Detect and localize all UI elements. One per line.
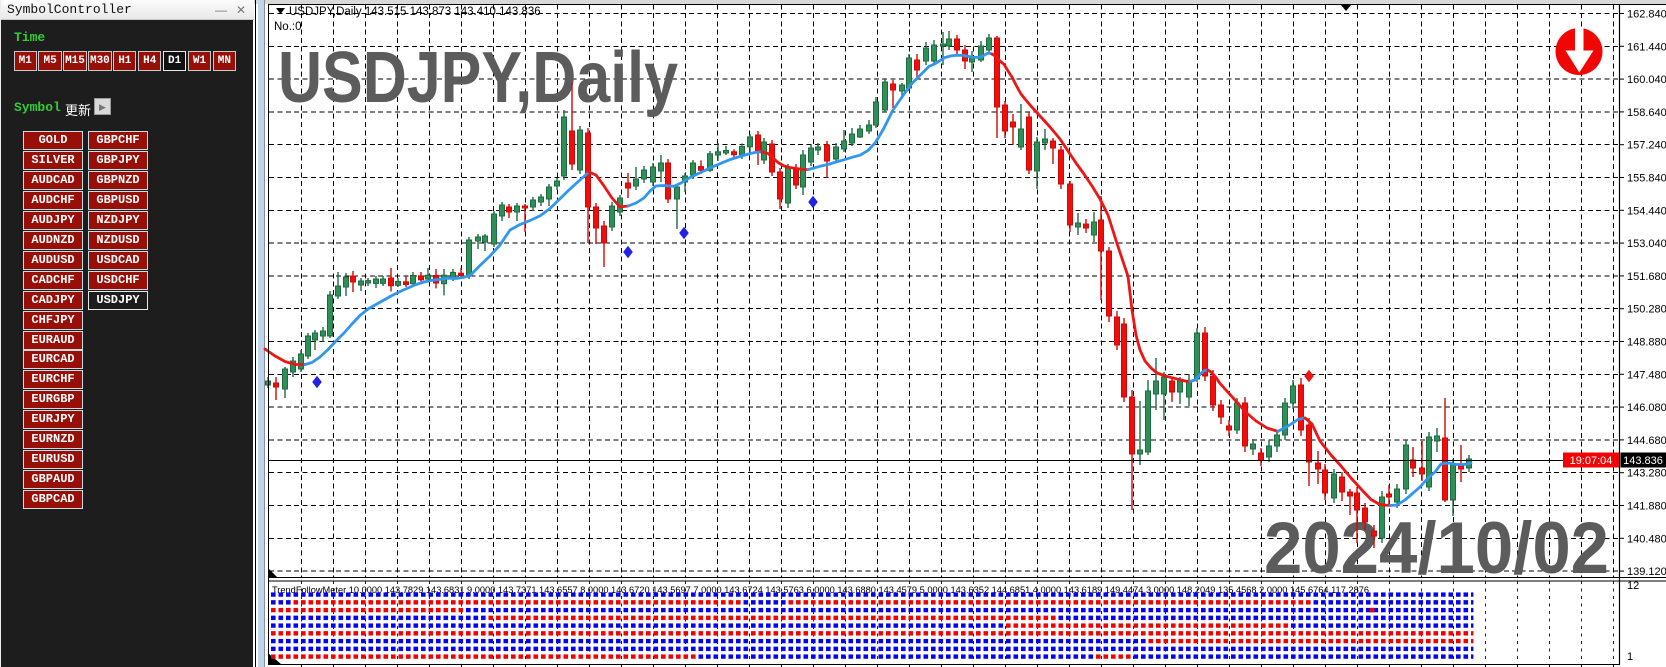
svg-text:141.880: 141.880 <box>1627 501 1666 513</box>
svg-text:143.836: 143.836 <box>1623 455 1663 467</box>
svg-text:157.240: 157.240 <box>1627 140 1666 152</box>
svg-text:146.080: 146.080 <box>1627 402 1666 414</box>
svg-text:147.480: 147.480 <box>1627 369 1666 381</box>
svg-text:USDJPY,Daily: USDJPY,Daily <box>278 38 678 118</box>
svg-text:143.280: 143.280 <box>1627 468 1666 480</box>
svg-text:155.840: 155.840 <box>1627 173 1666 185</box>
svg-text:162.840: 162.840 <box>1627 9 1666 21</box>
svg-text:139.120: 139.120 <box>1627 566 1666 578</box>
svg-text:2024/10/02: 2024/10/02 <box>1264 508 1609 589</box>
svg-text:19:07:04: 19:07:04 <box>1570 455 1613 467</box>
svg-text:153.040: 153.040 <box>1627 238 1666 250</box>
svg-text:154.440: 154.440 <box>1627 205 1666 217</box>
svg-text:150.280: 150.280 <box>1627 304 1666 316</box>
svg-text:161.440: 161.440 <box>1627 41 1666 53</box>
svg-text:144.680: 144.680 <box>1627 435 1666 447</box>
svg-text:USDJPY,Daily 143.515 143.873: USDJPY,Daily 143.515 143.873 143.410 143… <box>289 6 541 18</box>
svg-text:12: 12 <box>1627 580 1639 592</box>
svg-text:160.040: 160.040 <box>1627 74 1666 86</box>
svg-text:TrendFollowMeter 10.0000 143.7: TrendFollowMeter 10.0000 143.7829 143.68… <box>272 585 1369 596</box>
svg-text:148.880: 148.880 <box>1627 337 1666 349</box>
svg-text:140.480: 140.480 <box>1627 533 1666 545</box>
svg-text:1: 1 <box>1627 651 1633 663</box>
svg-text:No.:0: No.:0 <box>274 21 302 33</box>
svg-text:158.640: 158.640 <box>1627 107 1666 119</box>
svg-text:151.680: 151.680 <box>1627 271 1666 283</box>
